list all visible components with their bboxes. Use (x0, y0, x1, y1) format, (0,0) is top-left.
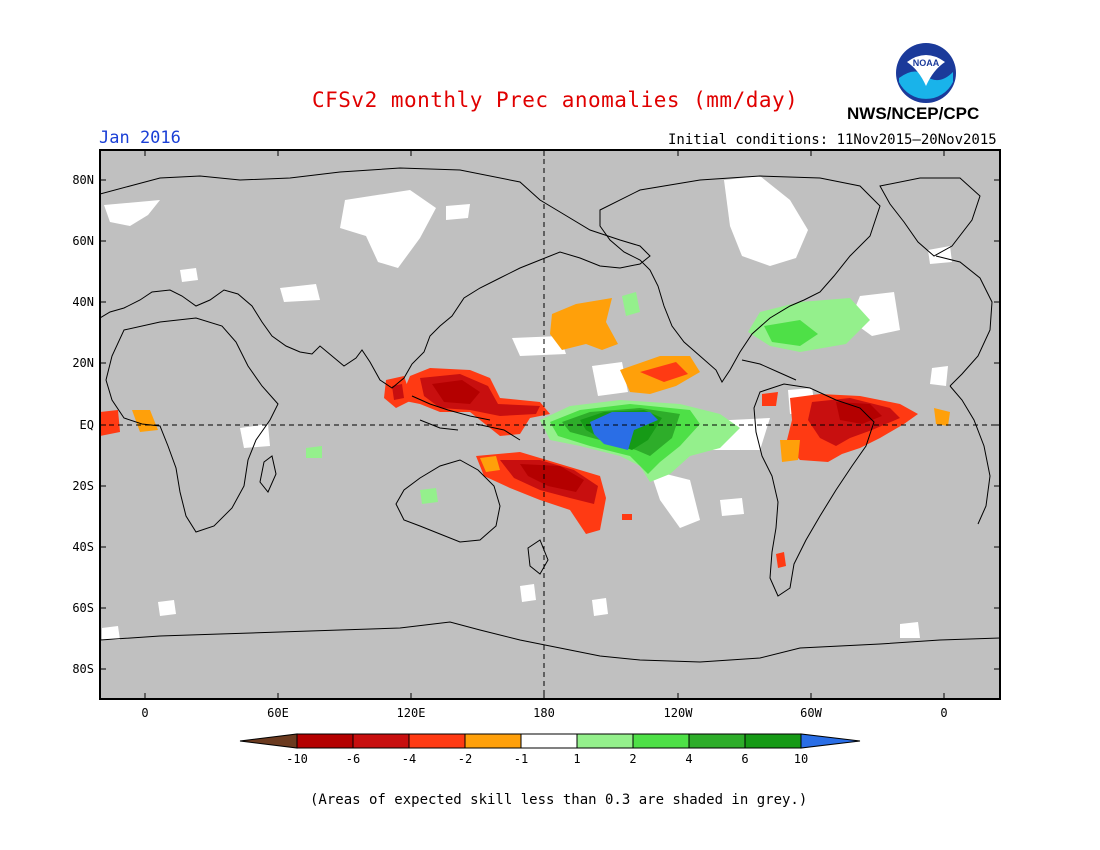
lon-label: 180 (533, 706, 555, 720)
skill-footnote: (Areas of expected skill less than 0.3 a… (310, 792, 808, 808)
africa-east-repeat-coast (949, 385, 991, 525)
colorbar-tick-label: -2 (458, 752, 472, 766)
europe-asia-coast (100, 167, 651, 389)
forecast-month: Jan 2016 (99, 128, 181, 148)
latitude-axis: 80N 60N 40N 20N EQ 20S 40S 60S 80S (72, 173, 1000, 676)
colorbar-tick-label: 6 (741, 752, 748, 766)
anomaly-fields (100, 176, 952, 640)
lat-label: 40N (72, 295, 94, 309)
colorbar-tick-label: 10 (794, 752, 808, 766)
colorbar-swatch (520, 733, 578, 749)
lat-label: 80N (72, 173, 94, 187)
greenland-coast (879, 177, 981, 257)
colorbar-swatch (744, 733, 802, 749)
colorbar-tick-label: 2 (629, 752, 636, 766)
colorbar-swatch (632, 733, 690, 749)
dry-band-npac (550, 298, 618, 350)
lat-label: 80S (72, 662, 94, 676)
colorbar-tick-label: -6 (346, 752, 360, 766)
colorbar-swatch (408, 733, 466, 749)
coastlines (100, 167, 1000, 663)
initial-conditions: Initial conditions: 11Nov2015–20Nov2015 (668, 132, 997, 148)
colorbar-tick-label: 4 (685, 752, 692, 766)
colorbar-tick-label: -4 (402, 752, 416, 766)
australia-coast (395, 459, 501, 543)
lat-label: 60S (72, 601, 94, 615)
lat-label: 20S (72, 479, 94, 493)
lon-label: 60W (800, 706, 822, 720)
colorbar-swatch (688, 733, 746, 749)
africa-coast (105, 317, 279, 533)
lat-label: 40S (72, 540, 94, 554)
colorbar-swatch (296, 733, 354, 749)
colorbar-swatch (352, 733, 410, 749)
longitude-axis: 0 60E 120E 180 120W 60W 0 (141, 150, 948, 720)
neutral-patches (102, 176, 952, 640)
wet-max-cpac (590, 412, 658, 450)
agency-label: NWS/NCEP/CPC (847, 104, 980, 123)
colorbar-arrow-right (800, 733, 861, 749)
lat-label: 60N (72, 234, 94, 248)
lat-label: EQ (80, 418, 94, 432)
south-america-coast (753, 383, 875, 597)
lon-label: 120W (664, 706, 694, 720)
maritime-continent (411, 395, 521, 441)
colorbar-tick-label: -1 (514, 752, 528, 766)
colorbar-tick-label: -10 (286, 752, 308, 766)
noaa-logo: NOAA (896, 43, 956, 103)
caribbean-coast (741, 359, 797, 381)
lon-label: 60E (267, 706, 289, 720)
colorbar-tick-label: 1 (573, 752, 580, 766)
chart-title: CFSv2 monthly Prec anomalies (mm/day) (312, 88, 799, 112)
madagascar-coast (259, 455, 277, 493)
colorbar-swatch (576, 733, 634, 749)
europe-east-coast (935, 255, 993, 387)
north-america-coast (599, 175, 881, 383)
lon-label: 0 (940, 706, 947, 720)
colorbar-arrow-left (239, 733, 298, 749)
svg-text:NOAA: NOAA (913, 58, 940, 68)
lat-label: 20N (72, 356, 94, 370)
antarctica-coast (100, 621, 1000, 663)
colorbar-swatch (464, 733, 522, 749)
lon-label: 120E (397, 706, 426, 720)
lon-label: 0 (141, 706, 148, 720)
colorbar: -10 -6 -4 -2 -1 1 2 4 6 10 (239, 733, 861, 766)
